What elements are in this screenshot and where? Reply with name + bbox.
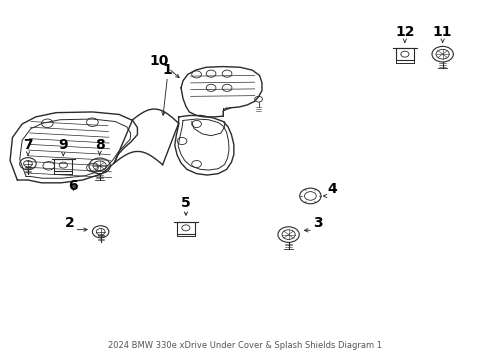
Text: 4: 4 (327, 182, 337, 196)
Text: 9: 9 (58, 138, 68, 152)
Text: 2: 2 (65, 216, 74, 230)
Text: 12: 12 (395, 25, 415, 39)
Text: 7: 7 (23, 138, 33, 152)
Text: 11: 11 (433, 25, 452, 39)
Text: 2024 BMW 330e xDrive Under Cover & Splash Shields Diagram 1: 2024 BMW 330e xDrive Under Cover & Splas… (108, 341, 382, 350)
Text: 10: 10 (149, 54, 169, 68)
Text: 8: 8 (95, 138, 104, 152)
Text: 1: 1 (163, 63, 172, 77)
Text: 3: 3 (313, 216, 322, 230)
Text: 5: 5 (181, 196, 191, 210)
Text: 6: 6 (68, 180, 78, 193)
